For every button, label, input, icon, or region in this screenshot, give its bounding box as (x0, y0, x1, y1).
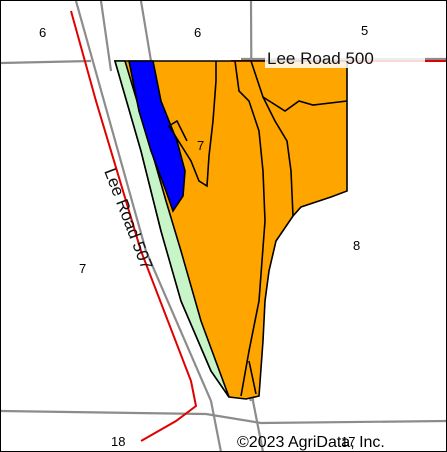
road-500-label-bg (265, 48, 425, 68)
road-label-lee-road-507: Lee Road 507 (100, 166, 156, 273)
road-side-line-b (99, 1, 113, 72)
section-label-7: 7 (79, 261, 86, 276)
section-line-top-left (1, 59, 92, 65)
section-label-5: 5 (361, 23, 368, 38)
soil-boundaries (167, 60, 348, 397)
field-parcel (113, 60, 348, 400)
soil-unit-blue (128, 60, 186, 213)
soil-line-e (248, 360, 257, 395)
section-line-bottom (1, 409, 446, 425)
road-label-lee-road-500: Lee Road 500 (267, 49, 374, 68)
section-label-18: 18 (111, 434, 125, 449)
soil-line-c (250, 60, 348, 112)
section-label-6-west: 6 (39, 25, 46, 40)
road-side-line-a (74, 1, 222, 451)
section-label-8: 8 (353, 238, 360, 253)
soil-line-b (234, 60, 266, 397)
soil-line-a (167, 61, 217, 188)
road-507-line (70, 10, 198, 442)
soil-map-unit-label: 7 (197, 138, 204, 153)
section-label-6-east: 6 (194, 25, 201, 40)
copyright-notice: ©2023 AgriData, Inc. (237, 434, 385, 451)
soil-line-d (262, 96, 294, 217)
section-label-17: 17 (341, 434, 355, 449)
